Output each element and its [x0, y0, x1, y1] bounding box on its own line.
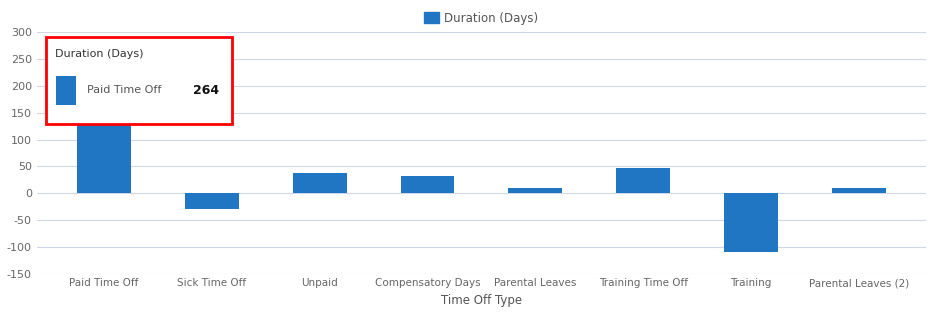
X-axis label: Time Off Type: Time Off Type	[441, 294, 522, 307]
Bar	[293, 173, 347, 193]
Text: 264: 264	[193, 84, 219, 97]
Bar	[77, 52, 132, 193]
FancyBboxPatch shape	[46, 37, 232, 124]
Bar	[508, 188, 563, 193]
Bar	[185, 193, 239, 209]
Bar	[831, 188, 885, 193]
Text: Paid Time Off: Paid Time Off	[87, 85, 161, 95]
Bar	[400, 176, 454, 193]
Bar	[56, 76, 76, 105]
Text: Duration (Days): Duration (Days)	[55, 49, 143, 59]
Bar	[616, 168, 670, 193]
Bar	[724, 193, 778, 252]
Legend: Duration (Days): Duration (Days)	[420, 7, 543, 30]
